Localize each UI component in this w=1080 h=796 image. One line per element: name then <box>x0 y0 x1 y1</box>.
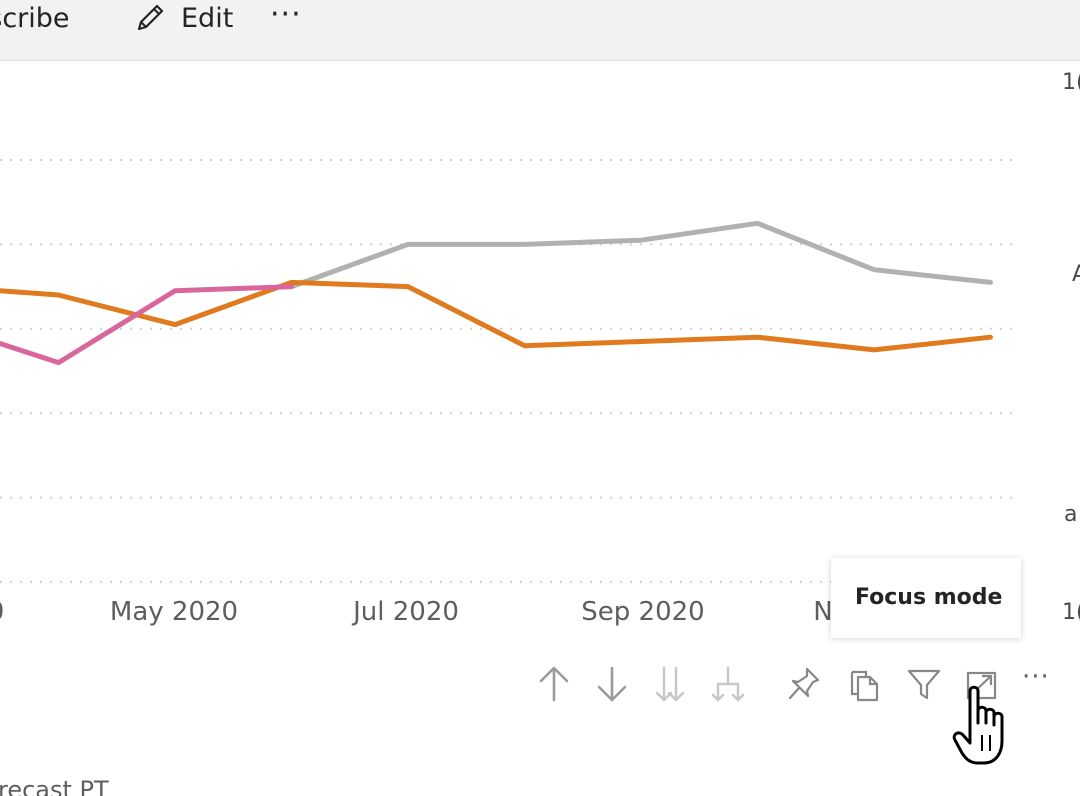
go-to-next-level-button[interactable] <box>650 664 690 704</box>
right-axis-label: A <box>1072 262 1080 287</box>
expand-hierarchy-button[interactable] <box>708 664 748 704</box>
double-arrow-down-icon <box>655 666 685 702</box>
subscribe-label: ubscribe <box>0 2 70 34</box>
right-axis-label: a <box>1064 502 1078 527</box>
edit-label: Edit <box>181 2 234 34</box>
fork-down-icon <box>711 666 745 702</box>
x-tick-label: 0 <box>0 597 4 627</box>
action-bar: ubscribe Edit ··· <box>0 0 1080 61</box>
x-tick-label: Jul 2020 <box>351 597 459 627</box>
filter-icon <box>907 669 941 700</box>
pin-visual-button[interactable] <box>784 664 824 704</box>
edit-button[interactable]: Edit <box>133 0 233 36</box>
line-chart[interactable]: 0 May 2020 Jul 2020 Sep 2020 N <box>0 60 1080 796</box>
filter-button[interactable] <box>904 664 944 704</box>
drill-up-button[interactable] <box>534 664 574 704</box>
tooltip-text: Focus mode <box>855 585 1003 610</box>
visual-more-options-button[interactable]: ··· <box>1022 662 1050 692</box>
more-options-button[interactable]: ··· <box>270 0 302 32</box>
arrow-down-icon <box>597 666 627 702</box>
next-visual-title: recast PT <box>0 776 109 796</box>
x-tick-label: N <box>813 597 832 627</box>
series-line[interactable] <box>0 284 294 366</box>
hand-cursor-icon <box>952 685 1004 765</box>
pin-icon <box>788 667 820 700</box>
x-axis: 0 May 2020 Jul 2020 Sep 2020 N <box>0 597 833 627</box>
x-tick-label: Sep 2020 <box>581 597 704 627</box>
drill-down-button[interactable] <box>592 664 632 704</box>
arrow-up-icon <box>539 666 569 702</box>
series-line[interactable] <box>0 279 993 353</box>
pencil-icon <box>137 4 164 31</box>
series-line[interactable] <box>289 220 993 290</box>
chart-series <box>0 220 993 366</box>
focus-mode-tooltip: Focus mode <box>831 558 1021 638</box>
x-tick-label: May 2020 <box>110 597 238 627</box>
right-axis-label: 1( <box>1062 600 1080 625</box>
subscribe-button[interactable]: ubscribe <box>0 0 70 36</box>
right-axis-label: 1( <box>1062 70 1080 95</box>
copy-visual-button[interactable] <box>844 664 884 704</box>
visual-more-options-label: ··· <box>1022 662 1050 692</box>
more-options-label: ··· <box>270 0 302 32</box>
copy-icon <box>850 670 879 702</box>
chart-grid <box>0 159 1015 583</box>
